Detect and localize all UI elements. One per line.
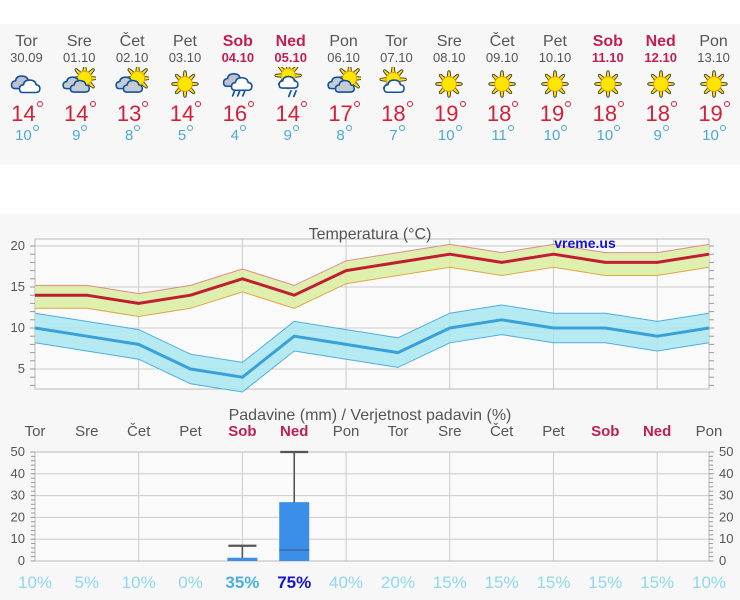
svg-text:50: 50 bbox=[719, 444, 733, 459]
svg-text:10: 10 bbox=[11, 531, 25, 546]
svg-text:15: 15 bbox=[11, 279, 25, 294]
svg-text:10: 10 bbox=[719, 531, 733, 546]
svg-text:20: 20 bbox=[11, 509, 25, 524]
svg-text:30: 30 bbox=[719, 488, 733, 503]
svg-text:5: 5 bbox=[18, 361, 25, 376]
svg-text:30: 30 bbox=[11, 488, 25, 503]
svg-text:40: 40 bbox=[11, 466, 25, 481]
svg-text:10: 10 bbox=[11, 320, 25, 335]
svg-text:0: 0 bbox=[719, 553, 726, 568]
svg-text:50: 50 bbox=[11, 444, 25, 459]
svg-text:0: 0 bbox=[18, 553, 25, 568]
svg-text:40: 40 bbox=[719, 466, 733, 481]
svg-text:20: 20 bbox=[719, 509, 733, 524]
